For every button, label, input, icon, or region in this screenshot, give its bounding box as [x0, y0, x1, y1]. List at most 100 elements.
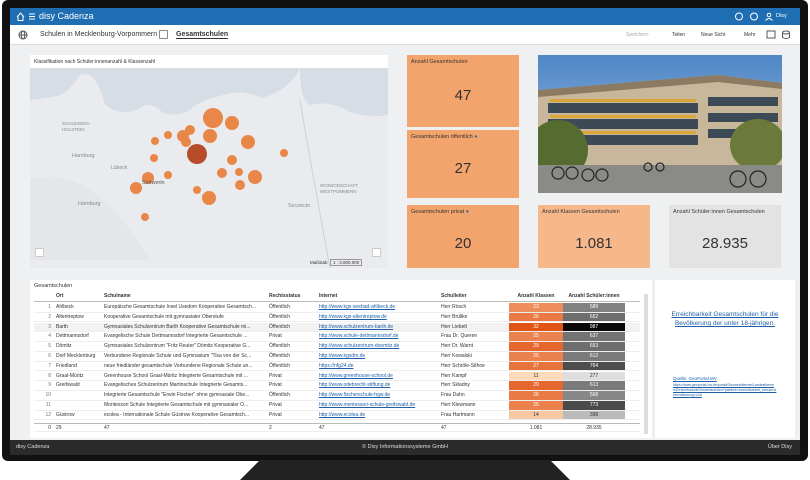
url-cell[interactable]: http://www.fischerschule-hgw.de — [319, 392, 391, 399]
source-text[interactable]: Quelle: GeoPortal.MV — [673, 376, 717, 381]
url-cell[interactable]: http://www.kgs-seebad-ahlbeck.de — [319, 304, 396, 310]
table-cell: 764 — [563, 361, 625, 371]
breadcrumb[interactable]: Schulen in Mecklenburg-Vorpommern — [40, 31, 158, 38]
url-cell[interactable]: http://www.greenhouse-school.de — [319, 372, 393, 379]
table-row: 7 Friedland neue friedländer gesamtschule … — [34, 361, 640, 372]
table-cell: 277 — [563, 371, 625, 381]
table-title: Gesamtschulen — [34, 283, 73, 289]
kpi-label: Anzahl Schüler:innen Gesamtschulen — [673, 209, 765, 215]
url-cell[interactable]: http://www.schule-dettmannsdorf.de — [319, 333, 399, 340]
table-cell — [54, 401, 102, 410]
table-cell: Öffentlich — [269, 392, 291, 399]
table-cell: Ahlbeck — [56, 304, 74, 310]
url-cell[interactable]: http://www.montessori-schule-greifswald.… — [319, 402, 416, 408]
table-cell: Herr Rösch — [441, 304, 467, 310]
table-cell: 25 — [509, 401, 563, 410]
table-cell: 25 — [509, 332, 563, 341]
footer-cell: 47 — [104, 424, 110, 431]
table-cell: Privat — [269, 382, 282, 389]
map-label: Lübeck — [111, 165, 128, 171]
table-cell: 4 — [48, 333, 51, 340]
table-cell: Privat — [269, 402, 282, 408]
table-cell: Dömitz — [56, 343, 72, 350]
url-cell[interactable]: http://www.kgs-altentreptow.de — [319, 313, 387, 320]
school-photo — [538, 55, 782, 193]
kpi-card: Anzahl Gesamtschulen 47 — [407, 55, 519, 127]
table-cell: Herr Liebelt — [441, 323, 467, 330]
header-cell[interactable]: Rechtsstatus — [269, 293, 301, 299]
url-cell[interactable]: https://nfg24.de — [319, 362, 354, 369]
table-cell: 652 — [563, 312, 625, 322]
header-cell[interactable]: Anzahl Klassen — [517, 293, 555, 299]
table-cell: 26 — [509, 312, 563, 322]
table-cell: 2 — [48, 313, 51, 320]
source: Quelle: GeoPortal.MV — [673, 376, 717, 381]
scrollbar[interactable] — [644, 294, 648, 434]
table-cell: 10 — [45, 392, 51, 399]
table-cell: Dettmannsdorf — [56, 333, 89, 340]
footer-cell: 2 — [269, 424, 272, 431]
header-cell[interactable]: Anzahl Schüler:innen — [568, 293, 620, 299]
action-save[interactable]: Speichern — [626, 32, 649, 38]
table-cell: Öffentlich — [269, 353, 291, 359]
map-label: Szczecin — [288, 203, 311, 209]
table-cell: neue friedländer gesamtschule Verbundene… — [104, 362, 253, 369]
table-cell: Graal-Müritz — [56, 372, 84, 379]
breadcrumb-icon[interactable] — [159, 30, 168, 39]
footer-cell: 29 — [56, 424, 62, 431]
footer-right[interactable]: Über Disy — [767, 444, 792, 450]
action-more[interactable]: Mehr — [744, 32, 756, 38]
footer-cell: 0 — [48, 424, 51, 431]
table-cell: 12 — [45, 411, 51, 418]
table-cell — [54, 391, 102, 400]
kpi-card: Anzahl Klassen Gesamtschulen 1.081 — [538, 205, 650, 268]
top-bar: disy Cadenza Disy — [10, 8, 800, 25]
table-cell: Evangelische Schule Dettmannsdorf Integr… — [104, 333, 248, 340]
header-icons[interactable] — [734, 11, 784, 22]
footer-cell: 28.935 — [586, 424, 602, 431]
kpi-value: 27 — [454, 160, 472, 177]
header-cell[interactable]: Internet — [319, 293, 338, 299]
kpi-card: Anzahl Schüler:innen Gesamtschulen 28.935 — [669, 205, 781, 268]
table-cell: 11 — [509, 371, 563, 381]
table-cell: Evangelisches Schulzentrum Martinschule … — [104, 382, 248, 389]
data-table: Ort Schulname Rechtsstatus Internet Schullei… — [34, 292, 640, 436]
map-legend-button[interactable] — [35, 248, 44, 257]
action-share[interactable]: Teilen — [672, 32, 686, 38]
table-cell: Öffentlich — [269, 313, 291, 320]
accessibility-link[interactable]: Erreichbarkeit Gesamtschulen für die Bev… — [671, 311, 779, 327]
view-name[interactable]: Gesamtschulen — [176, 31, 229, 39]
table-cell: Herr Kampf — [441, 372, 467, 379]
url-cell[interactable]: http://www.schulzentrum-barth.de — [319, 323, 394, 330]
footer-left[interactable]: disy Cadenza — [16, 444, 50, 450]
map-fullscreen-button[interactable] — [372, 248, 381, 257]
user-name[interactable]: Disy — [776, 13, 787, 19]
table-cell: Privat — [269, 372, 282, 379]
table-row: 9 Greifswald Evangelisches Schulzentrum Ma… — [34, 381, 640, 391]
header-cell[interactable]: Ort — [56, 293, 64, 299]
url-cell[interactable]: http://www.odebrecht-stiftung.de — [319, 382, 391, 389]
table-cell: Privat — [269, 333, 282, 340]
table-cell: Verbundene Regionale Schule und Gymnasiu… — [104, 353, 252, 359]
header-cell[interactable]: Schulleiter — [441, 293, 467, 299]
nav-icons[interactable] — [16, 12, 36, 21]
url-cell[interactable]: http://www.schulzentrum-doemitz.de — [319, 343, 400, 350]
map-label: Schwerin — [142, 180, 165, 186]
map[interactable] — [30, 68, 388, 268]
table-cell: 29 — [509, 342, 563, 351]
footer-cell: 47 — [319, 424, 325, 431]
url-cell[interactable]: http://www.ecolea.de — [319, 411, 366, 418]
table-cell: 653 — [563, 342, 625, 351]
table-cell: 26 — [509, 391, 563, 400]
table-cell: 8 — [48, 372, 51, 379]
globe-icon[interactable] — [18, 30, 28, 40]
table-row: 5 Dömitz Gymnasiales Schulzentrum "Fritz R… — [34, 342, 640, 352]
source-url[interactable]: https://www.geoportal-mv.de/portal/Geowe… — [673, 383, 777, 397]
header-cell[interactable]: Schulname — [104, 293, 131, 299]
toolbar-icons[interactable] — [766, 30, 794, 40]
map-label: WOIWODSCHAFT — [320, 183, 358, 188]
action-new-view[interactable]: Neue Sicht — [701, 32, 726, 38]
kpi-label: Gesamtschulen öffentlich — [411, 134, 473, 140]
url-cell[interactable]: http://www.kgsdm.de — [319, 353, 366, 359]
